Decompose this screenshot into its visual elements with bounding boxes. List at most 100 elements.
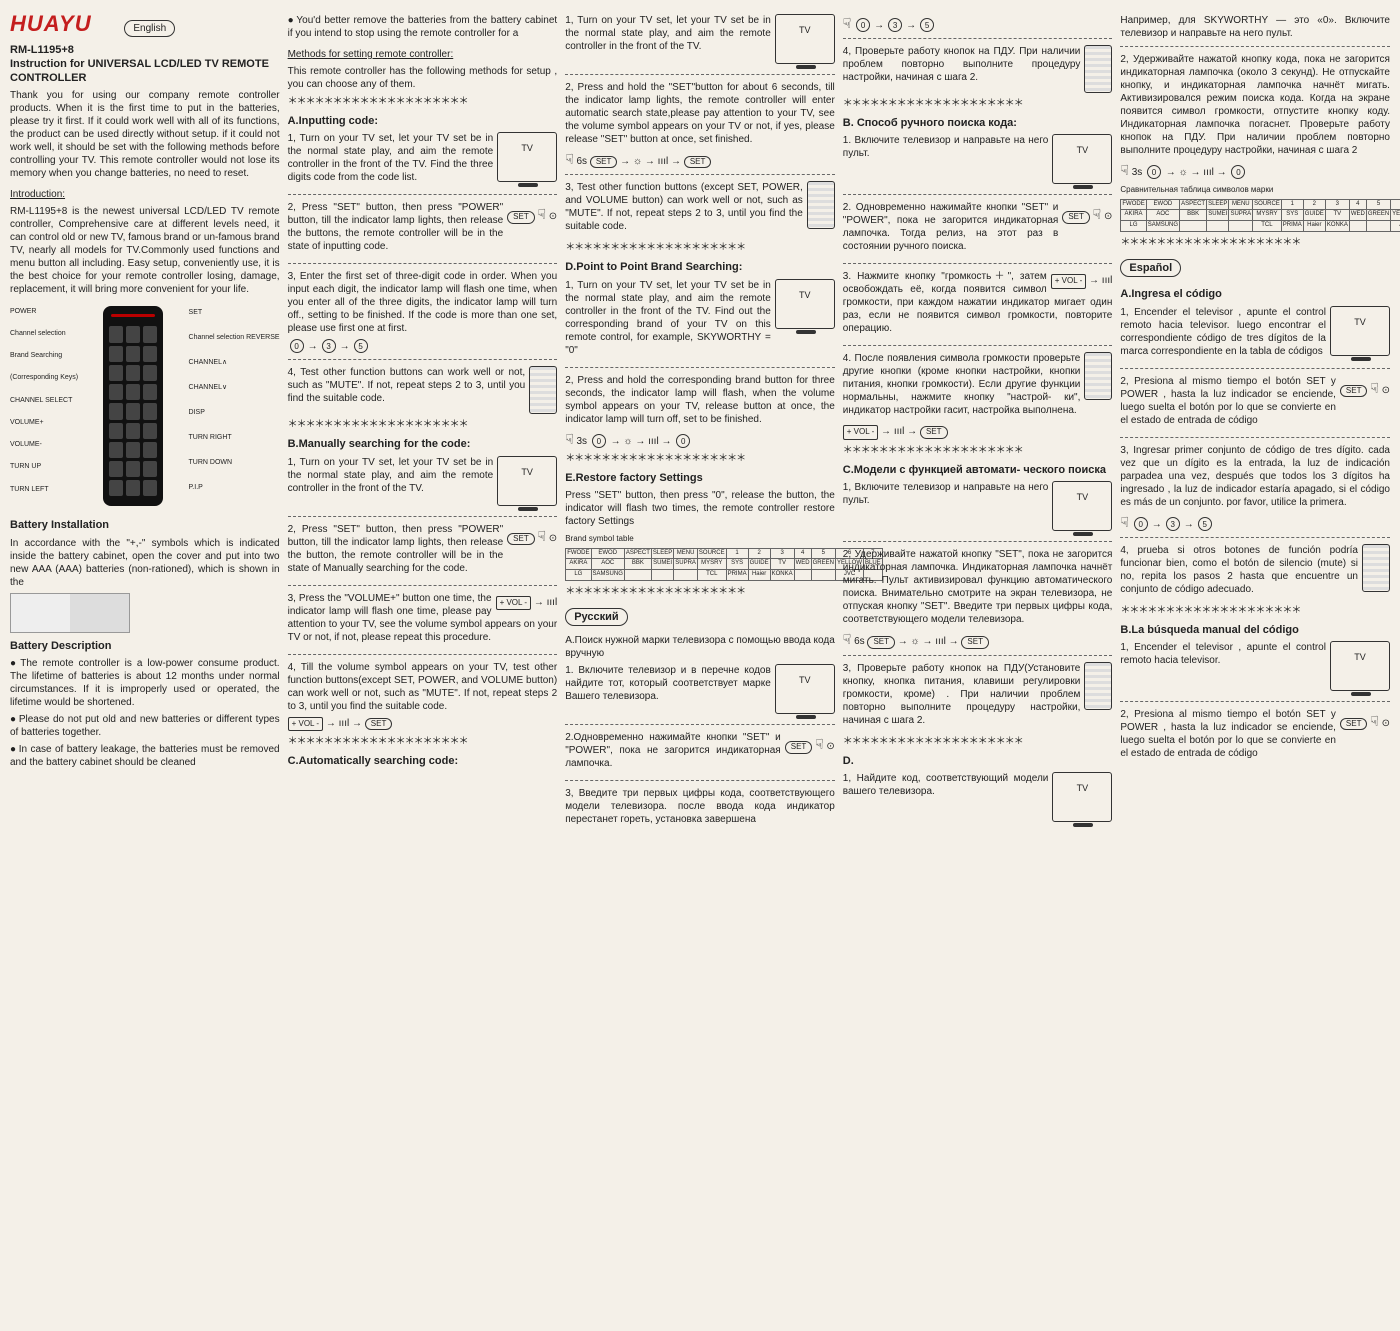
separator-stars: ＊＊＊＊＊＊＊＊＊＊＊＊＊＊＊＊＊＊＊＊ <box>288 418 558 431</box>
code-sequence-035: ☟ 0→3→5 <box>1120 513 1390 531</box>
ru-section-d-heading: D. <box>843 754 1113 768</box>
remote-labels-right: SETChannel selection REVERSE CHANNEL∧CHA… <box>189 300 280 500</box>
tv-icon: TV <box>497 132 557 182</box>
ru-section-c-heading: С.Модели с функцией автомати- ческого по… <box>843 463 1113 477</box>
compare-table: FWODEEWODASPECTSLEEPMENUSOURCE1234567 AK… <box>1120 199 1400 232</box>
divider <box>288 585 558 586</box>
set-power-icon: SET ☟ ⊙ <box>1340 712 1390 730</box>
battery-desc-1: The remote controller is a low-power con… <box>10 657 280 709</box>
divider <box>565 174 835 175</box>
separator-stars: ＊＊＊＊＊＊＊＊＊＊＊＊＊＊＊＊＊＊＊＊ <box>288 95 558 108</box>
ru-c-step-2: 2, Удерживайте нажатой кнопку "SET", пок… <box>843 548 1113 626</box>
vol-seq-icon: + VOL - → ıııl <box>1051 274 1113 288</box>
divider <box>565 74 835 75</box>
brand-symbol-table: FWODEEWODASPECTSLEEPMENUSOURCE1234567 AK… <box>565 548 883 581</box>
ru-c-step-3: 3, Проверьте работу кнопок на ПДУ(Устано… <box>843 662 1113 727</box>
divider <box>1120 701 1390 702</box>
divider <box>565 724 835 725</box>
vol-set-seq: + VOL - → ıııl → SET <box>843 425 1113 439</box>
es-a-step-3: 3, Ingresar primer conjunto de código de… <box>1120 444 1390 509</box>
set-power-icon: SET ☟ ⊙ <box>1062 205 1112 223</box>
divider <box>843 541 1113 542</box>
remote-labels-left: POWERChannel selection Brand Searching(C… <box>10 300 78 500</box>
remote-illustration <box>103 306 163 506</box>
tv-icon: TV <box>1052 772 1112 822</box>
divider <box>1120 368 1390 369</box>
remove-batteries-note: You'd better remove the batteries from t… <box>288 14 558 40</box>
hold-3s-seq: ☟ 3s 0 → ☼ → ıııl → 0 <box>565 430 835 448</box>
e-text: Press "SET" button, then press "0", rele… <box>565 489 835 528</box>
introduction-heading: Introduction: <box>10 188 280 201</box>
tv-icon: TV <box>775 664 835 714</box>
battery-desc-3: In case of battery leakage, the batterie… <box>10 743 280 769</box>
separator-stars: ＊＊＊＊＊＊＊＊＊＊＊＊＊＊＊＊＊＊＊＊ <box>843 735 1113 748</box>
separator-stars: ＊＊＊＊＊＊＊＊＊＊＊＊＊＊＊＊＊＊＊＊ <box>1120 604 1390 617</box>
hold-6s-seq: ☟ 6s SET → ☼ → ıııl → SET <box>843 630 1113 648</box>
section-e-heading: E.Restore factory Settings <box>565 471 835 485</box>
remote-diagram: POWERChannel selection Brand Searching(C… <box>10 300 280 512</box>
section-c-heading: C.Automatically searching code: <box>288 754 558 768</box>
ru-section-a-heading: А.Поиск нужной марки телевизора с помощь… <box>565 634 835 660</box>
divider <box>565 780 835 781</box>
separator-stars: ＊＊＊＊＊＊＊＊＊＊＊＊＊＊＊＊＊＊＊＊ <box>843 444 1113 457</box>
tv-icon: TV <box>497 456 557 506</box>
divider <box>1120 537 1390 538</box>
b-step-4: 4, Till the volume symbol appears on you… <box>288 661 558 713</box>
divider <box>843 38 1113 39</box>
brand-logo: HUAYU <box>10 11 92 36</box>
separator-stars: ＊＊＊＊＊＊＊＊＊＊＊＊＊＊＊＊＊＊＊＊ <box>565 452 835 465</box>
doc-title: Instruction for UNIVERSAL LCD/LED TV REM… <box>10 57 280 86</box>
battery-install-text: In accordance with the "+,-" symbols whi… <box>10 537 280 589</box>
divider <box>843 655 1113 656</box>
separator-stars: ＊＊＊＊＊＊＊＊＊＊＊＊＊＊＊＊＊＊＊＊ <box>565 585 835 598</box>
mini-remote-icon <box>529 366 557 414</box>
hold-6s-seq: ☟ 6s SET → ☼ → ıııl → SET <box>565 150 835 168</box>
divider <box>288 654 558 655</box>
tv-icon: TV <box>1052 481 1112 531</box>
methods-text: This remote controller has the following… <box>288 65 558 91</box>
divider <box>288 263 558 264</box>
section-a-heading: A.Inputting code: <box>288 114 558 128</box>
mini-remote-icon <box>1362 544 1390 592</box>
brand-table-heading: Brand symbol table <box>565 534 835 544</box>
ru-b-step-4: 4. После появления символа громкости про… <box>843 352 1113 417</box>
divider <box>843 263 1113 264</box>
model-number: RM-L1195+8 <box>10 43 280 57</box>
mini-remote-icon <box>1084 45 1112 93</box>
es-section-b-heading: B.La búsqueda manual del código <box>1120 623 1390 637</box>
separator-stars: ＊＊＊＊＊＊＊＊＊＊＊＊＊＊＊＊＊＊＊＊ <box>1120 236 1390 249</box>
set-power-icon: SET ☟ ⊙ <box>507 527 557 545</box>
divider <box>843 194 1113 195</box>
battery-install-heading: Battery Installation <box>10 518 280 532</box>
tv-icon: TV <box>1052 134 1112 184</box>
ru-d-example: Например, для SKYWORTHY — это «0». Включ… <box>1120 14 1390 40</box>
ru-d-step-2: 2, Удерживайте нажатой кнопку кода, пока… <box>1120 53 1390 157</box>
vol-set-seq: + VOL - → ıııl → SET <box>288 717 558 731</box>
code-sequence-035: ☟ 0→3→5 <box>843 14 1113 32</box>
divider <box>288 359 558 360</box>
separator-stars: ＊＊＊＊＊＊＊＊＊＊＊＊＊＊＊＊＊＊＊＊ <box>843 97 1113 110</box>
c-step-2: 2, Press and hold the "SET"button for ab… <box>565 81 835 146</box>
a-step-3: 3, Enter the first set of three-digit co… <box>288 270 558 335</box>
set-power-icon: SET ☟ ⊙ <box>1340 379 1390 397</box>
battery-desc-2: Please do not put old and new batteries … <box>10 713 280 739</box>
mini-remote-icon <box>1084 352 1112 400</box>
hold-3s-seq: ☟ 3s 0 → ☼ → ıııl → 0 <box>1120 161 1390 179</box>
intro-thanks: Thank you for using our company remote c… <box>10 89 280 180</box>
ru-a-step-4: 4, Проверьте работу кнопок на ПДУ. При н… <box>843 45 1113 84</box>
separator-stars: ＊＊＊＊＊＊＊＊＊＊＊＊＊＊＊＊＊＊＊＊ <box>565 241 835 254</box>
tv-icon: TV <box>1330 306 1390 356</box>
divider <box>1120 437 1390 438</box>
ru-a-step-3: 3, Введите три первых цифры кода, соотве… <box>565 787 835 826</box>
tv-icon: TV <box>775 14 835 64</box>
battery-illustration <box>10 593 130 633</box>
russian-heading: Русский <box>565 608 627 626</box>
language-badge: English <box>124 20 175 37</box>
divider <box>288 516 558 517</box>
battery-desc-heading: Battery Description <box>10 639 280 653</box>
tv-icon: TV <box>1330 641 1390 691</box>
section-d-heading: D.Point to Point Brand Searching: <box>565 260 835 274</box>
tv-icon: TV <box>775 279 835 329</box>
separator-stars: ＊＊＊＊＊＊＊＊＊＊＊＊＊＊＊＊＊＊＊＊ <box>288 735 558 748</box>
code-sequence-035: 0→3→5 <box>288 339 558 353</box>
